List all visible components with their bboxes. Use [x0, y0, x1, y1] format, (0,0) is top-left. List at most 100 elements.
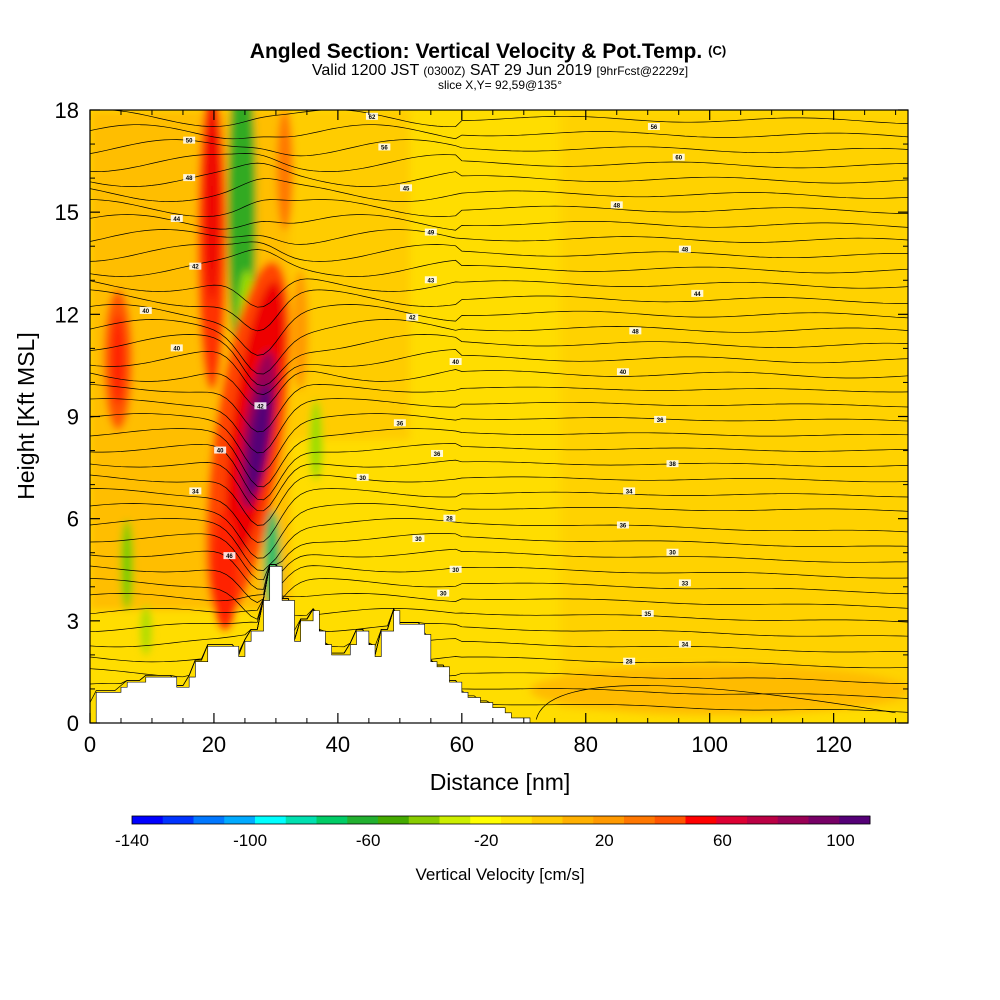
x-tick-label: 80: [574, 732, 598, 757]
subtitle-valid: Valid 1200 JST: [312, 62, 420, 79]
isentrope-line: [90, 443, 908, 501]
colorbar-swatch: [162, 816, 194, 824]
isentrope-line: [90, 304, 908, 356]
colorbar-swatch: [347, 816, 379, 824]
y-axis-label: Height [Kft MSL]: [13, 332, 39, 499]
velocity-zone-orange-lower: [530, 665, 908, 715]
contour-label: 30: [666, 548, 679, 557]
contour-label-text: 60: [675, 156, 682, 162]
contour-label-text: 30: [415, 537, 422, 543]
colorbar-swatch: [224, 816, 256, 824]
contour-label: 42: [406, 313, 419, 322]
isentrope-line: [90, 178, 908, 202]
colorbar-swatch: [470, 816, 502, 824]
isentrope-line: [90, 564, 908, 609]
colorbar-swatch: [408, 816, 440, 824]
isentrope-line: [90, 564, 908, 653]
isentrope-line: [90, 398, 908, 454]
colorbar-tick-label: 60: [713, 831, 732, 850]
contour-label: 36: [654, 415, 667, 424]
subtitle-utc: (0300Z): [423, 64, 465, 78]
x-tick-label: 100: [691, 732, 728, 757]
contour-label: 48: [678, 245, 691, 254]
isentrope-line: [90, 474, 908, 526]
colorbar-swatch: [501, 816, 533, 824]
isentrope-line: [90, 564, 908, 669]
isentrope-line: [90, 229, 908, 245]
downdraft-patch-left: [121, 520, 133, 610]
chart-subtitle: Valid 1200 JST (0300Z) SAT 29 Jun 2019 […: [312, 62, 688, 79]
isentrope-line: [90, 383, 908, 433]
colorbar-swatch: [839, 816, 871, 824]
isentrope-line: [90, 334, 908, 387]
contour-label: 42: [254, 402, 267, 410]
isentrope-line: [90, 533, 908, 581]
isentrope-line: [90, 139, 908, 157]
colorbar-swatch: [593, 816, 625, 824]
contour-label: 44: [691, 289, 704, 298]
updraft-left-core: [111, 315, 125, 405]
contour-label-text: 38: [669, 462, 676, 468]
terrain: [90, 566, 531, 723]
colorbar-swatch: [193, 816, 225, 824]
contour-label: 40: [449, 358, 462, 366]
colorbar-tick-label: 20: [595, 831, 614, 850]
isentrope-line: [90, 503, 908, 559]
contour-label: 45: [400, 184, 413, 192]
contour-label: 30: [449, 565, 462, 574]
y-tick-label: 12: [55, 302, 79, 327]
contour-label-text: 36: [397, 421, 404, 427]
title-main: Angled Section: Vertical Velocity & Pot.…: [250, 40, 702, 63]
contour-label-text: 62: [369, 115, 376, 121]
contour-label: 48: [183, 174, 196, 182]
x-tick-label: 60: [450, 732, 474, 757]
contour-label: 48: [610, 201, 623, 209]
isentrope-line: [90, 518, 908, 571]
contour-label: 34: [678, 640, 691, 649]
contour-label: 40: [170, 344, 183, 352]
contour-label-text: 44: [173, 217, 180, 223]
isentrope-line: [90, 214, 908, 231]
colorbar-swatch: [531, 816, 563, 824]
contour-label-text: 43: [427, 278, 434, 284]
x-axis-label: Distance [nm]: [430, 769, 571, 795]
contour-label: 30: [356, 473, 369, 482]
contour-label-text: 30: [440, 592, 447, 598]
contour-label: 40: [616, 368, 629, 376]
isentrope-line: [90, 289, 908, 332]
isentrope-line: [90, 564, 908, 620]
contour-label-text: 44: [694, 292, 701, 298]
contour-label-text: 56: [381, 145, 388, 151]
colorbar-swatch: [685, 816, 717, 824]
contour-label: 28: [443, 514, 456, 523]
isentrope-line: [90, 319, 908, 375]
colorbar-swatch: [378, 816, 410, 824]
isentrope-line: [90, 278, 908, 308]
contour-label-text: 40: [173, 346, 180, 352]
isentrope-line: [90, 241, 908, 262]
updraft-main-core: [247, 385, 271, 495]
contour-label: 60: [672, 153, 685, 162]
isentrope-line: [90, 428, 908, 488]
y-tick-label: 9: [67, 405, 79, 430]
contour-label-text: 42: [257, 404, 264, 410]
contour-label: 38: [666, 460, 679, 468]
colorbar-swatch: [285, 816, 317, 824]
contour-label: 34: [623, 487, 636, 495]
y-tick-label: 18: [55, 98, 79, 123]
colorbar-swatch: [562, 816, 594, 824]
x-tick-label: 20: [202, 732, 226, 757]
colorbar-border: [131, 815, 871, 825]
contour-label: 36: [393, 419, 406, 427]
contour-label-text: 42: [409, 316, 416, 322]
isentrope-line: [90, 413, 908, 472]
contour-label-text: 30: [669, 551, 676, 557]
contour-label: 62: [365, 112, 378, 121]
isentrope-line: [90, 564, 908, 637]
colorbar-swatch: [747, 816, 779, 824]
isentrope-line: [90, 153, 908, 172]
colorbar-swatch: [439, 816, 471, 824]
contour-label-text: 50: [186, 139, 193, 145]
isentrope-line: [90, 369, 908, 409]
